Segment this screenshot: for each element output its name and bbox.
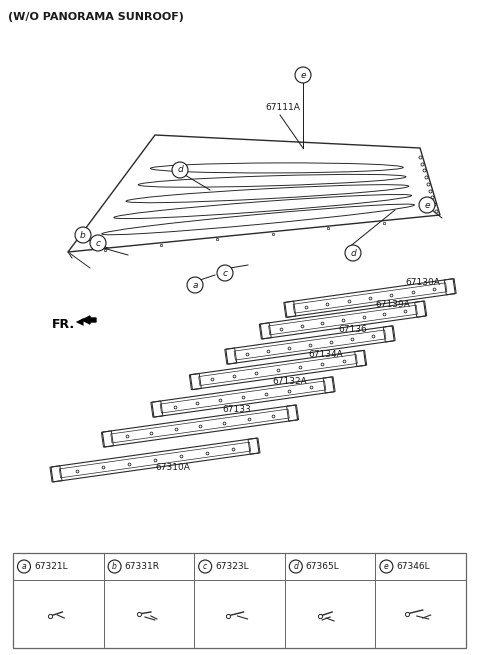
Text: d: d xyxy=(177,166,183,174)
Text: 67130A: 67130A xyxy=(405,278,440,287)
Circle shape xyxy=(289,560,302,573)
Text: 67139A: 67139A xyxy=(375,300,410,309)
Text: c: c xyxy=(223,269,228,278)
Text: a: a xyxy=(22,562,26,571)
Text: 67365L: 67365L xyxy=(306,562,339,571)
Text: 67323L: 67323L xyxy=(215,562,249,571)
Text: c: c xyxy=(96,238,100,248)
Text: 67331R: 67331R xyxy=(125,562,159,571)
Text: e: e xyxy=(424,200,430,210)
Text: b: b xyxy=(80,231,86,240)
Text: d: d xyxy=(350,248,356,257)
Circle shape xyxy=(380,560,393,573)
Circle shape xyxy=(17,560,31,573)
Text: 67133: 67133 xyxy=(222,405,251,414)
Text: c: c xyxy=(203,562,207,571)
Text: 67136: 67136 xyxy=(338,325,367,334)
Circle shape xyxy=(295,67,311,83)
Text: FR.: FR. xyxy=(52,318,75,331)
Circle shape xyxy=(90,235,106,251)
Text: 67111A: 67111A xyxy=(265,103,300,112)
Text: d: d xyxy=(293,562,298,571)
Text: b: b xyxy=(112,562,117,571)
Circle shape xyxy=(199,560,212,573)
Text: 67134A: 67134A xyxy=(308,350,343,359)
Circle shape xyxy=(172,162,188,178)
Bar xyxy=(13,553,466,648)
Polygon shape xyxy=(82,316,96,324)
Circle shape xyxy=(419,197,435,213)
Text: 67310A: 67310A xyxy=(155,463,190,472)
Text: (W/O PANORAMA SUNROOF): (W/O PANORAMA SUNROOF) xyxy=(8,12,184,22)
Text: 67132A: 67132A xyxy=(272,377,307,386)
Text: 67346L: 67346L xyxy=(396,562,430,571)
Circle shape xyxy=(345,245,361,261)
Text: e: e xyxy=(384,562,389,571)
Text: a: a xyxy=(192,280,198,290)
Circle shape xyxy=(217,265,233,281)
Circle shape xyxy=(75,227,91,243)
Text: e: e xyxy=(300,71,306,79)
Circle shape xyxy=(187,277,203,293)
Circle shape xyxy=(108,560,121,573)
Text: 67321L: 67321L xyxy=(34,562,68,571)
